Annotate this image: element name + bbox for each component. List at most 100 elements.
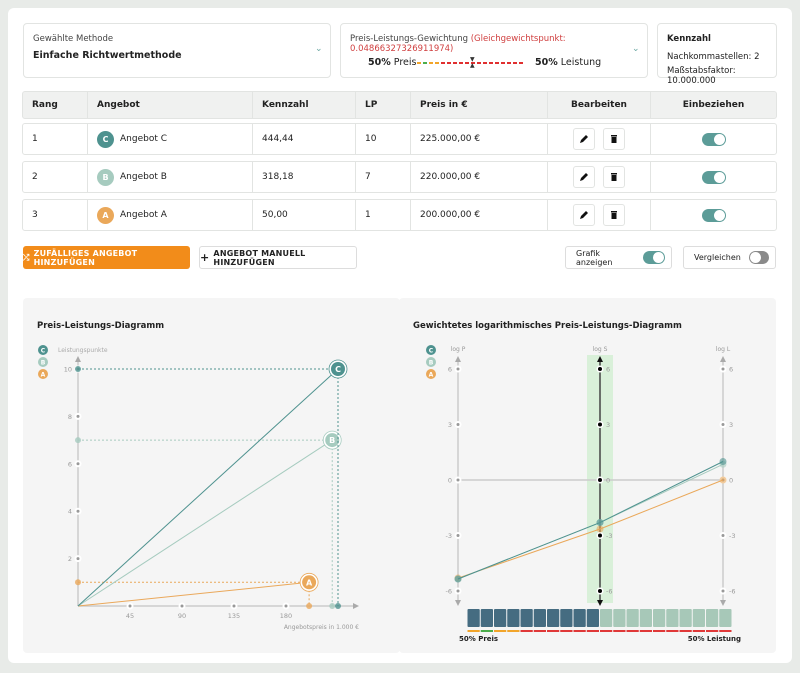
delete-button[interactable] xyxy=(603,128,625,150)
legend-marker-b xyxy=(38,357,48,367)
scale-segment xyxy=(586,630,599,632)
compare-toggle[interactable] xyxy=(748,251,769,264)
slider-handle[interactable]: ▼ ▲ xyxy=(470,56,475,69)
performance-weight: 50% Leistung xyxy=(535,57,602,68)
point-a xyxy=(302,575,317,590)
method-select[interactable]: Gewählte Methode Einfache Richtwertmetho… xyxy=(23,23,331,78)
delete-button[interactable] xyxy=(603,166,625,188)
tick-label: 0 xyxy=(729,477,733,485)
method-value: Einfache Richtwertmethode xyxy=(33,50,182,61)
tick-label: 6 xyxy=(606,366,610,374)
edit-cell xyxy=(547,162,650,192)
x-marker-a xyxy=(306,603,313,609)
scale-segment xyxy=(653,630,666,632)
weight-segment xyxy=(494,609,507,627)
legend-marker-a xyxy=(38,369,48,379)
weighting-label: Preis-Leistungs-Gewichtung (Gleichgewich… xyxy=(350,34,566,54)
weight-left-label: 50% Preis xyxy=(459,635,498,643)
delete-button[interactable] xyxy=(603,204,625,226)
add-random-offer-button[interactable]: ⤮ ZUFÄLLIGES ANGEBOT HINZUFÜGEN xyxy=(23,246,190,269)
legend-marker-c xyxy=(426,345,436,355)
weighting-slider[interactable] xyxy=(417,62,525,64)
edit-button[interactable] xyxy=(573,166,595,188)
scale-segment xyxy=(666,630,679,632)
edit-cell xyxy=(547,200,650,230)
add-manual-offer-button[interactable]: + ANGEBOT MANUELL HINZUFÜGEN xyxy=(199,246,357,269)
compare-label: Vergleichen xyxy=(694,253,741,262)
shuffle-icon: ⤮ xyxy=(23,252,30,262)
scale-segment xyxy=(480,630,493,632)
point-c xyxy=(331,362,345,376)
series-point-c xyxy=(454,575,462,583)
col-offer: Angebot xyxy=(87,92,252,118)
tick-dot xyxy=(721,367,725,371)
chart1-title: Preis-Leistungs-Diagramm xyxy=(37,321,165,331)
legend-label-c: C xyxy=(429,348,434,355)
x-tick-dot xyxy=(232,604,236,608)
weight-right-label: 50% Leistung xyxy=(688,635,741,643)
y-marker-a xyxy=(75,579,81,586)
x-axis-label: Angebotspreis in 1.000 € xyxy=(284,624,359,631)
legend-label-c: C xyxy=(41,348,46,355)
axis-arrow-down xyxy=(455,600,461,606)
include-toggle[interactable] xyxy=(701,170,726,184)
lp-cell: 1 xyxy=(355,200,410,230)
tick-dot xyxy=(456,478,460,482)
weight-segment xyxy=(613,609,626,627)
include-toggle[interactable] xyxy=(701,132,726,146)
legend-marker-c xyxy=(38,345,48,355)
tick-label: 6 xyxy=(448,366,452,374)
col-edit: Bearbeiten xyxy=(547,92,650,118)
equilibrium-point: (Gleichgewichtspunkt: 0.0486632732691197… xyxy=(350,34,566,54)
tick-dot xyxy=(598,533,602,538)
pencil-icon xyxy=(580,173,588,181)
weight-segment xyxy=(639,609,652,627)
tick-dot xyxy=(456,589,460,593)
show-chart-toggle[interactable] xyxy=(642,251,665,264)
axis-arrow-up xyxy=(720,356,726,362)
trash-icon xyxy=(611,173,617,181)
scale-segment xyxy=(600,630,613,632)
weighting-select[interactable]: Preis-Leistungs-Gewichtung (Gleichgewich… xyxy=(340,23,648,78)
scale-segment xyxy=(692,630,705,632)
point-label-a: A xyxy=(306,578,313,587)
kennzahl-cell: 444,44 xyxy=(252,124,355,154)
tick-dot xyxy=(598,367,602,371)
weight-segment xyxy=(547,609,560,627)
chevron-down-icon[interactable]: ⌄ xyxy=(315,44,323,54)
price-cell: 200.000,00 € xyxy=(410,200,547,230)
main-page: Gewählte Methode Einfache Richtwertmetho… xyxy=(8,8,792,663)
legend-marker-b xyxy=(426,357,436,367)
x-axis-arrow xyxy=(353,603,359,609)
axis-arrow-down xyxy=(720,600,726,606)
legend-label-a: A xyxy=(41,372,46,379)
offer-name: Angebot A xyxy=(120,210,167,220)
scale-segment xyxy=(494,630,507,632)
price-weight: 50% Preis xyxy=(368,57,417,68)
weight-segment xyxy=(706,609,719,627)
y-tick-label: 10 xyxy=(64,366,72,374)
weight-segment xyxy=(520,609,533,627)
offer-badge: B xyxy=(97,168,114,186)
scale-segment xyxy=(547,630,560,632)
ray-a xyxy=(77,581,310,607)
price-cell: 220.000,00 € xyxy=(410,162,547,192)
edit-button[interactable] xyxy=(573,204,595,226)
x-tick-dot xyxy=(284,604,288,608)
scale-segment xyxy=(639,630,652,632)
y-axis-label: Leistungspunkte xyxy=(58,347,108,354)
chevron-down-icon[interactable]: ⌄ xyxy=(632,44,640,54)
y-axis-arrow xyxy=(75,356,81,362)
tick-label: -6 xyxy=(729,588,735,596)
edit-button[interactable] xyxy=(573,128,595,150)
tick-dot xyxy=(721,423,725,426)
y-tick-label: 8 xyxy=(68,413,72,421)
col-price: Preis in € xyxy=(410,92,547,118)
tick-dot xyxy=(598,422,602,427)
weight-segment xyxy=(626,609,639,627)
table-row: 2 B Angebot B 318,18 7 220.000,00 € xyxy=(22,161,777,193)
x-marker-c xyxy=(335,603,341,609)
include-toggle[interactable] xyxy=(701,208,726,222)
scale-segment xyxy=(507,630,520,632)
weight-segment xyxy=(560,609,573,627)
